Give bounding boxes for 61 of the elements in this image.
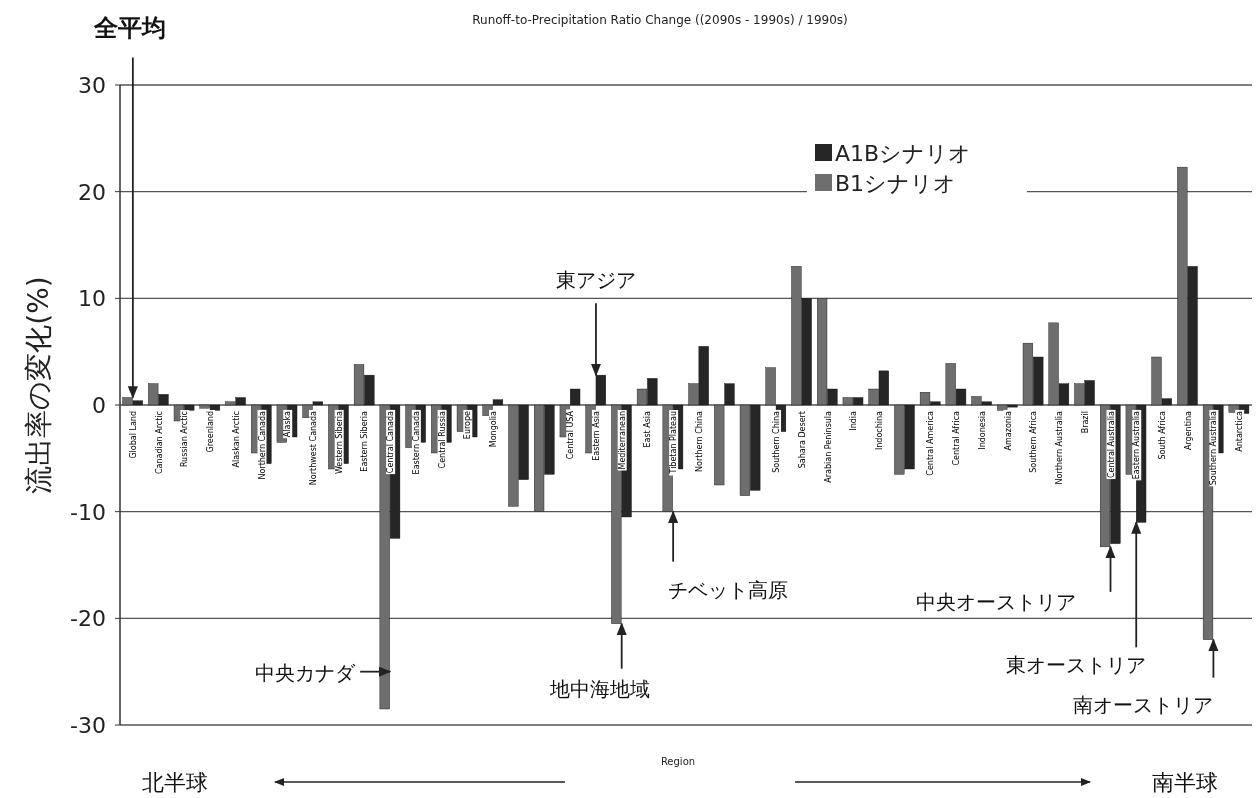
annotation: 中央オーストリア — [915, 589, 1076, 614]
x-tick-label: Central Russia — [437, 410, 447, 469]
x-tick-label: Europe — [463, 410, 473, 440]
x-tick-label: Eastern Australia — [1132, 410, 1142, 480]
x-tick-label: South Africa — [1157, 410, 1167, 460]
x-tick-label: Central Africa — [952, 410, 962, 466]
annotation: 全平均 — [92, 13, 166, 42]
x-tick-label: Global Land — [128, 411, 138, 459]
x-tick-label: Western Siberia — [334, 410, 344, 475]
legend-label: B1シナリオ — [835, 171, 957, 196]
y-tick-label: 10 — [78, 286, 106, 312]
x-tick-label: Mongolia — [489, 410, 499, 448]
x-tick-label: Central Canada — [386, 410, 396, 474]
x-tick-label: Indonesia — [977, 410, 987, 450]
x-tick-label: Northern China — [694, 410, 704, 472]
x-tick-label: Amazonia — [1003, 410, 1013, 451]
annotation: 東オーストリア — [1006, 653, 1147, 678]
y-tick-label: 0 — [92, 393, 106, 418]
x-tick-label: Argentina — [1183, 410, 1193, 451]
y-tick-label: 20 — [78, 179, 106, 205]
x-tick-label: Sahara Desert — [797, 411, 807, 469]
chart-title: Runoff-to-Precipitation Ratio Change ((2090s - 1990s) / 1990s) — [472, 13, 848, 27]
text: 北半球 — [142, 770, 208, 795]
annotation: 東アジア — [555, 268, 636, 293]
annotation: 南オーストリア — [1073, 692, 1214, 717]
x-tick-label: Central USA — [566, 410, 576, 460]
y-tick-label: -20 — [70, 606, 106, 632]
x-tick-label: Southern China — [772, 410, 782, 473]
x-tick-label: Antarctica — [1235, 410, 1245, 452]
y-tick-label: -30 — [70, 713, 106, 738]
x-tick-label: India — [849, 410, 859, 431]
x-tick-label: Indochina — [874, 410, 884, 451]
x-tick-label: Central Australia — [1106, 410, 1116, 479]
annotation: チベット高原 — [668, 577, 789, 602]
x-tick-label: Northern Canada — [257, 410, 267, 480]
x-tick-label: Canadian Arctic — [154, 411, 164, 475]
y-tick-label: -10 — [70, 499, 106, 525]
x-tick-label: Mediterranean — [617, 411, 627, 470]
x-tick-label: Alaska — [283, 410, 293, 438]
x-axis-title: Region — [660, 756, 696, 767]
text: 南半球 — [1152, 770, 1218, 795]
x-tick-label: East Asia — [643, 410, 653, 448]
x-tick-label: Alaskan Arctic — [231, 411, 241, 468]
x-tick-label: Eastern Siberia — [360, 410, 370, 472]
x-tick-label: Arabian Peninsula — [823, 410, 833, 483]
x-tick-label: Eastern Asia — [591, 410, 601, 461]
x-tick-label: Central America — [926, 410, 936, 476]
y-tick-label: 30 — [78, 73, 106, 98]
legend-label: A1Bシナリオ — [835, 141, 972, 166]
x-tick-label: Tibetan Plateau — [669, 411, 679, 475]
annotation: 地中海地域 — [548, 676, 650, 701]
x-tick-label: Northern Australia — [1055, 410, 1065, 485]
x-tick-label: Eastern Canada — [411, 410, 421, 475]
x-tick-label: Northwest Canada — [308, 410, 318, 486]
x-tick-label: Russian Arctic — [180, 411, 190, 468]
y-axis-title: 流出率の変化(%) — [22, 276, 55, 494]
x-tick-label: Brazil — [1080, 411, 1090, 434]
x-tick-label: Greenland — [206, 411, 216, 453]
x-tick-label: Southern Africa — [1029, 410, 1039, 473]
annotation: 中央カナダ — [255, 660, 357, 685]
x-tick-label: Southern Australia — [1209, 410, 1219, 486]
